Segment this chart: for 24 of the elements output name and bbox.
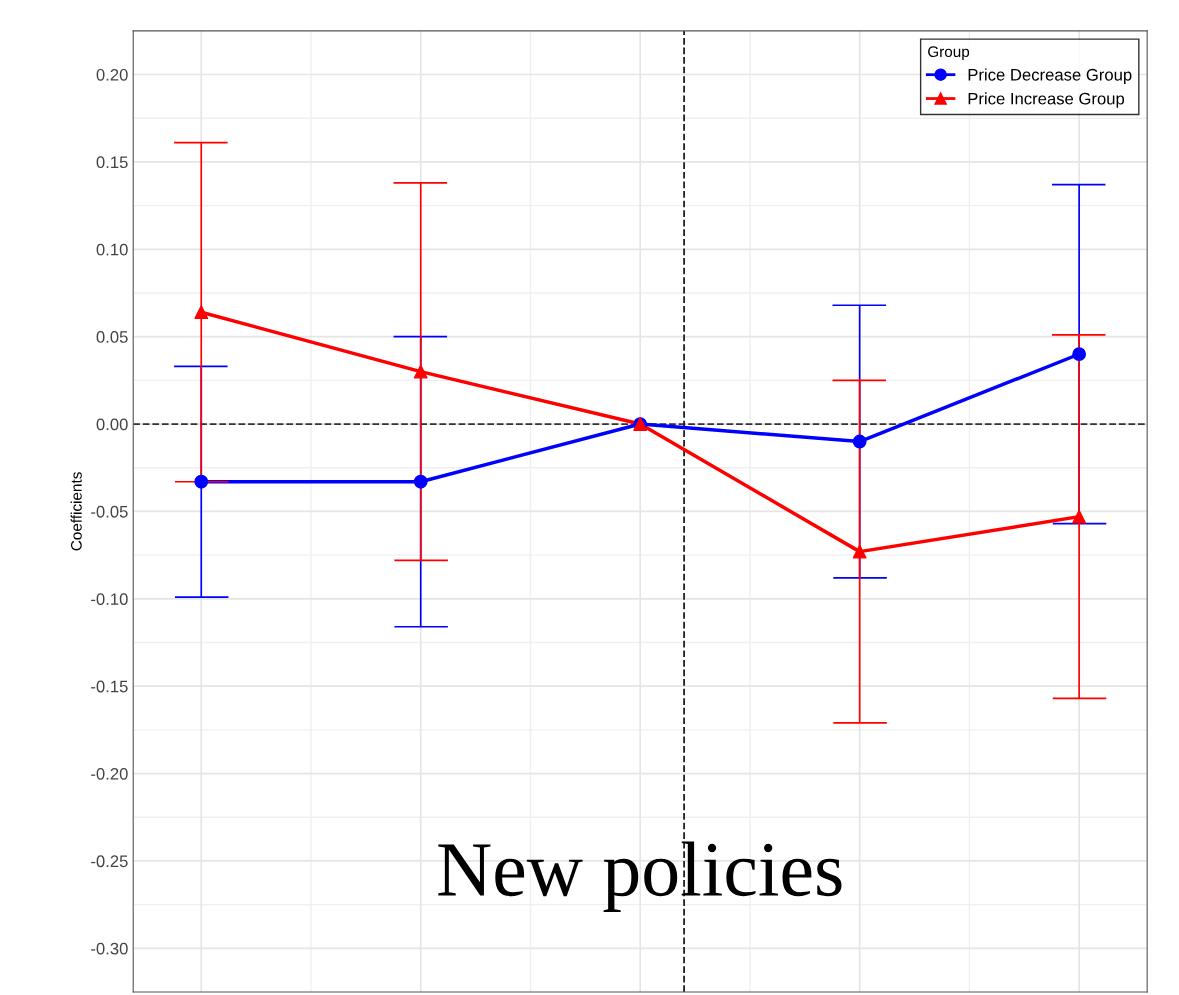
legend-label: Price Increase Group [968, 92, 1125, 108]
y-tick-label: -0.20 [91, 767, 128, 780]
point [194, 474, 209, 489]
y-tick-label: -0.10 [91, 593, 128, 606]
y-axis-title: Coefficients [70, 472, 82, 551]
y-tick-label: 0.05 [96, 331, 128, 343]
y-tick-label: 0.15 [96, 156, 128, 169]
y-tick-label: -0.30 [91, 942, 128, 955]
point [1072, 509, 1087, 524]
legend-label: Price Decrease Group [968, 68, 1132, 84]
y-tick-label: 0.20 [96, 68, 128, 81]
point [852, 434, 867, 449]
y-tick-label: -0.05 [91, 505, 128, 518]
legend-title: Group [928, 46, 970, 61]
y-tick-label: -0.15 [91, 680, 128, 693]
y-tick-label: 0.00 [96, 418, 128, 431]
point [1072, 347, 1087, 362]
y-tick-label: -0.25 [91, 855, 128, 868]
point [413, 364, 428, 379]
y-tick-label: 0.10 [96, 243, 128, 256]
point [194, 305, 209, 320]
point [852, 544, 867, 559]
point [413, 474, 428, 489]
annotation: New policies [438, 841, 842, 912]
